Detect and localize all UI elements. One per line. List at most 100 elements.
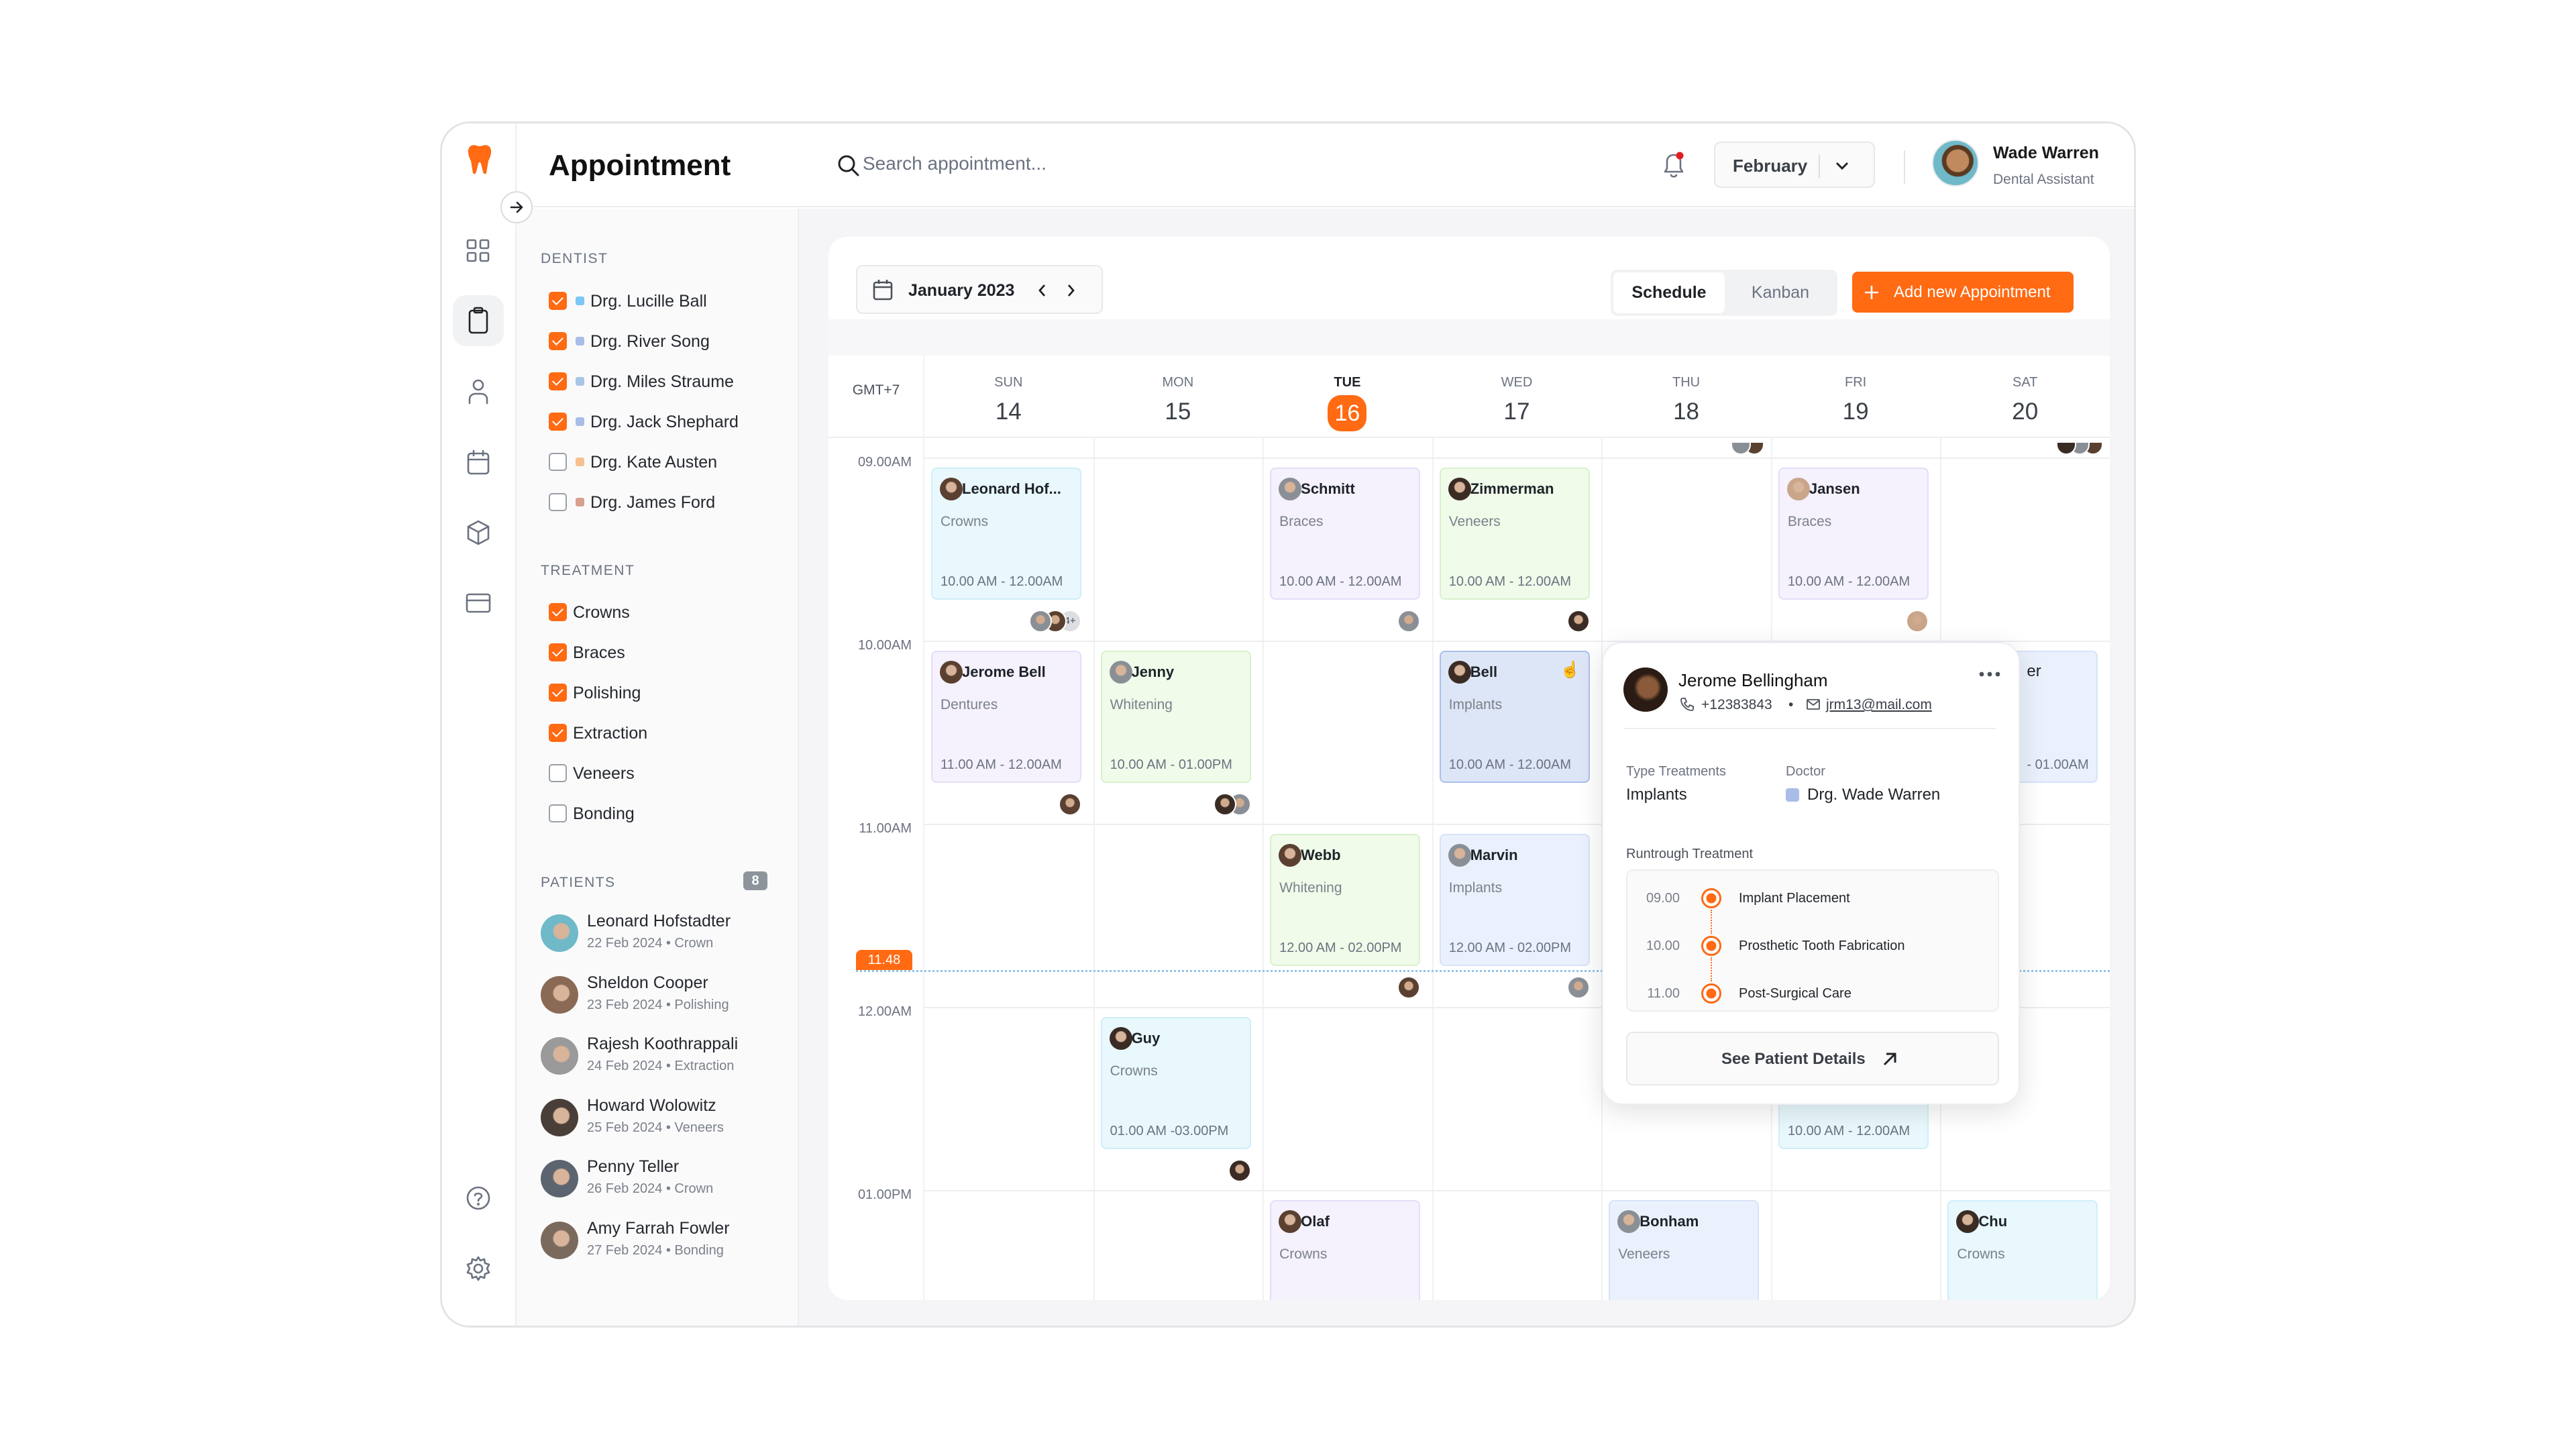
appointment-card[interactable]: Bonham Veneers xyxy=(1609,1200,1760,1300)
appointment-card[interactable]: Jansen Braces 10.00 AM - 12.00AM xyxy=(1778,468,1929,600)
appointment-card[interactable]: Webb Whitening 12.00 AM - 02.00PM xyxy=(1270,834,1421,966)
appointment-card[interactable]: Schmitt Braces 10.00 AM - 12.00AM xyxy=(1270,468,1421,600)
patient-list-item[interactable]: Penny Teller 26 Feb 2024 • Crown xyxy=(530,1156,785,1210)
dashboard-icon[interactable] xyxy=(453,225,504,276)
step-time: 11.00 xyxy=(1647,986,1680,1001)
patient-meta: 22 Feb 2024 • Crown xyxy=(587,936,714,951)
user-icon[interactable] xyxy=(453,366,504,417)
tab-kanban[interactable]: Kanban xyxy=(1751,283,1810,302)
appointment-card[interactable]: Marvin Implants 12.00 AM - 02.00PM xyxy=(1439,834,1590,966)
appointment-time: 10.00 AM - 12.00AM xyxy=(1787,574,1911,589)
notifications-button[interactable] xyxy=(1661,150,1686,183)
appointment-card[interactable]: Bell Implants 10.00 AM - 12.00AM ☝ xyxy=(1439,651,1590,783)
appointment-patient-name: Zimmerman xyxy=(1470,480,1554,497)
add-appointment-button[interactable]: Add new Appointment xyxy=(1852,272,2074,313)
day-header-thu[interactable]: THU 18 xyxy=(1601,356,1771,438)
column-divider xyxy=(1432,438,1434,1300)
day-header-mon[interactable]: MON 15 xyxy=(1093,356,1263,438)
treatment-filter-item[interactable]: Braces xyxy=(517,637,798,670)
day-header-sat[interactable]: SAT 20 xyxy=(1940,356,2110,438)
hour-label: 10.00AM xyxy=(857,638,912,653)
appointment-card[interactable]: Jenny Whitening 10.00 AM - 01.00PM xyxy=(1100,651,1251,783)
attendee-avatar xyxy=(1730,441,1751,455)
patient-list-item[interactable]: Leonard Hofstadter 22 Feb 2024 • Crown xyxy=(530,910,785,964)
treatment-filter-item[interactable]: Bonding xyxy=(517,798,798,831)
appointment-card[interactable]: Jerome Bell Dentures 11.00 AM - 12.00AM xyxy=(931,651,1081,783)
checkbox[interactable] xyxy=(549,684,567,702)
clipboard-icon[interactable] xyxy=(453,295,504,346)
dentist-filter-item[interactable]: Drg. James Ford xyxy=(517,486,798,520)
appointment-treatment: Crowns xyxy=(941,514,989,529)
checkbox[interactable] xyxy=(549,453,567,471)
checkbox[interactable] xyxy=(549,724,567,742)
treatment-filter-item[interactable]: Veneers xyxy=(517,757,798,791)
treatment-filter-item[interactable]: Polishing xyxy=(517,677,798,710)
box-icon[interactable] xyxy=(453,507,504,558)
icon-rail xyxy=(442,123,517,1326)
day-header-tue[interactable]: TUE 16 xyxy=(1263,356,1432,438)
hour-line xyxy=(924,824,2110,825)
dentist-filter-item[interactable]: Drg. Miles Straume xyxy=(517,366,798,399)
tab-schedule[interactable]: Schedule xyxy=(1613,272,1725,313)
attendee-avatar xyxy=(1228,1159,1251,1182)
type-treatments-value: Implants xyxy=(1626,786,1687,804)
patient-avatar xyxy=(1617,1210,1641,1233)
see-patient-details-button[interactable]: See Patient Details xyxy=(1626,1032,1999,1085)
next-period-button[interactable] xyxy=(1063,281,1079,300)
more-icon xyxy=(1979,672,2000,677)
appointment-time: 12.00 AM - 02.00PM xyxy=(1448,941,1572,955)
settings-icon[interactable] xyxy=(453,1243,504,1294)
checkbox[interactable] xyxy=(549,764,567,782)
checkbox[interactable] xyxy=(549,603,567,621)
day-header-sun[interactable]: SUN 14 xyxy=(924,356,1093,438)
appointment-treatment: Veneers xyxy=(1448,514,1501,529)
day-name: MON xyxy=(1162,375,1194,390)
checkbox[interactable] xyxy=(549,332,567,350)
patient-list-item[interactable]: Rajesh Koothrappali 24 Feb 2024 • Extract… xyxy=(530,1033,785,1087)
prev-period-button[interactable] xyxy=(1034,281,1051,300)
dentist-filter-item[interactable]: Drg. Kate Austen xyxy=(517,446,798,480)
patient-list-item[interactable]: Amy Farrah Fowler 27 Feb 2024 • Bonding xyxy=(530,1218,785,1271)
dentist-filter-item[interactable]: Drg. River Song xyxy=(517,325,798,359)
appointment-treatment: Implants xyxy=(1448,880,1503,896)
user-avatar[interactable] xyxy=(1932,140,1979,186)
patient-list-item[interactable]: Howard Wolowitz 25 Feb 2024 • Veneers xyxy=(530,1095,785,1148)
day-number: 20 xyxy=(2012,398,2039,425)
dentist-filter-item[interactable]: Drg. Lucille Ball xyxy=(517,285,798,319)
dentist-filter-item[interactable]: Drg. Jack Shephard xyxy=(517,406,798,439)
appointment-treatment: Crowns xyxy=(1110,1063,1158,1079)
more-options-button[interactable] xyxy=(1976,666,2003,682)
treatment-filter-item[interactable]: Extraction xyxy=(517,717,798,751)
day-header-fri[interactable]: FRI 19 xyxy=(1771,356,1941,438)
patient-list-item[interactable]: Sheldon Cooper 23 Feb 2024 • Polishing xyxy=(530,972,785,1026)
checkbox[interactable] xyxy=(549,493,567,511)
help-icon[interactable] xyxy=(453,1173,504,1224)
day-name: TUE xyxy=(1334,375,1361,390)
checkbox[interactable] xyxy=(549,413,567,431)
dentist-section-label: DENTIST xyxy=(541,251,608,266)
checkbox[interactable] xyxy=(549,292,567,310)
patient-email-link[interactable]: jrm13@mail.com xyxy=(1826,697,1932,712)
day-header-wed[interactable]: WED 17 xyxy=(1432,356,1602,438)
checkbox[interactable] xyxy=(549,804,567,822)
step-label: Post-Surgical Care xyxy=(1739,986,1851,1001)
top-header: Appointment Search appointment... Februa… xyxy=(517,123,2134,207)
appointment-card[interactable]: Zimmerman Veneers 10.00 AM - 12.00AM xyxy=(1439,468,1590,600)
appointment-card[interactable]: Chu Crowns xyxy=(1947,1200,2098,1300)
patients-count-badge: 8 xyxy=(743,871,767,890)
page-title: Appointment xyxy=(549,149,731,182)
month-select[interactable]: February xyxy=(1714,142,1875,188)
appointment-card[interactable]: Leonard Hof... Crowns 10.00 AM - 12.00AM xyxy=(931,468,1081,600)
appointment-card[interactable]: Olaf Crowns xyxy=(1270,1200,1421,1300)
appointment-time: 10.00 AM - 12.00AM xyxy=(1787,1124,1911,1138)
appointment-patient-name: Olaf xyxy=(1301,1213,1330,1230)
checkbox[interactable] xyxy=(549,643,567,661)
treatment-filter-item[interactable]: Crowns xyxy=(517,596,798,630)
appointment-card[interactable]: Guy Crowns 01.00 AM -03.00PM xyxy=(1100,1017,1251,1149)
calendar-icon[interactable] xyxy=(453,437,504,488)
search-input[interactable]: Search appointment... xyxy=(863,153,1046,174)
checkbox[interactable] xyxy=(549,372,567,390)
collapse-toggle-button[interactable] xyxy=(500,191,533,223)
card-icon[interactable] xyxy=(453,578,504,629)
patient-avatar xyxy=(1279,1210,1302,1233)
